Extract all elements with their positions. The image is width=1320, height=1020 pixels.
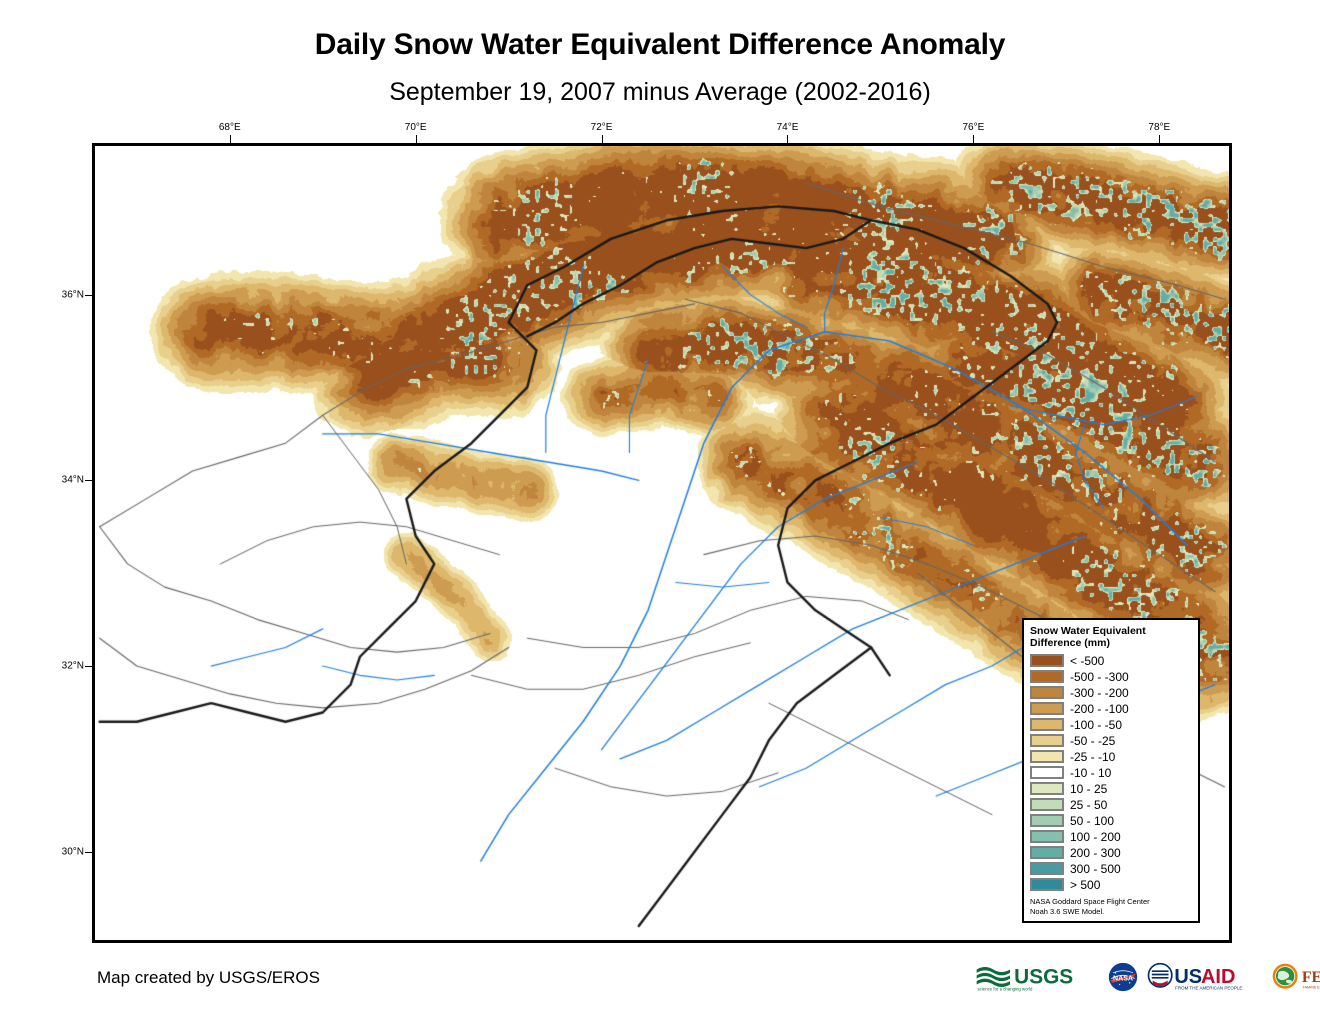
legend-color-swatch — [1030, 702, 1064, 716]
legend-color-swatch — [1030, 670, 1064, 684]
legend-row: 300 - 500 — [1030, 861, 1192, 877]
legend-row: < -500 — [1030, 653, 1192, 669]
latitude-tick-label: 30°N — [61, 846, 84, 858]
legend-color-swatch — [1030, 686, 1064, 700]
legend-row: -50 - -25 — [1030, 733, 1192, 749]
longitude-tick-mark — [229, 135, 231, 144]
longitude-tick-label: 72°E — [590, 122, 613, 133]
longitude-tick-mark — [1159, 135, 1161, 144]
legend-source-note: NASA Goddard Space Flight Center Noah 3.… — [1030, 896, 1150, 916]
legend-label: 200 - 300 — [1070, 845, 1121, 860]
legend-label: -25 - -10 — [1070, 749, 1116, 764]
latitude-tick-label: 36°N — [61, 289, 84, 301]
agency-logo-strip: USGS science for a changing world NASA U… — [975, 960, 1320, 994]
latitude-tick-label: 32°N — [61, 660, 84, 672]
legend-row: 100 - 200 — [1030, 829, 1192, 845]
usaid-logo: US AID FROM THE AMERICAN PEOPLE — [1147, 962, 1242, 990]
longitude-tick-mark — [601, 135, 603, 144]
longitude-tick-label: 76°E — [962, 122, 985, 133]
legend-color-swatch — [1030, 798, 1064, 812]
legend-label: -300 - -200 — [1070, 685, 1129, 700]
latitude-tick-label: 34°N — [61, 474, 84, 486]
svg-text:FAMINE EARLY WARNING SYSTEMS N: FAMINE EARLY WARNING SYSTEMS NETWORK — [1302, 986, 1320, 990]
legend-label: > 500 — [1070, 877, 1101, 892]
legend-row: 25 - 50 — [1030, 797, 1192, 813]
legend-row: -10 - 10 — [1030, 765, 1192, 781]
latitude-tick-mark — [85, 851, 93, 853]
fews-net-logo: FEWS NET FAMINE EARLY WARNING SYSTEMS NE… — [1272, 963, 1320, 990]
longitude-tick-mark — [973, 135, 975, 144]
legend-label: -100 - -50 — [1070, 717, 1123, 732]
latitude-tick-mark — [85, 480, 93, 482]
page-title: Daily Snow Water Equivalent Difference A… — [314, 28, 1006, 61]
legend-label: < -500 — [1070, 653, 1105, 668]
legend-color-swatch — [1030, 734, 1064, 748]
svg-text:FROM THE AMERICAN PEOPLE: FROM THE AMERICAN PEOPLE — [1175, 985, 1242, 990]
svg-text:science for a changing world: science for a changing world — [978, 986, 1033, 991]
page-subtitle: September 19, 2007 minus Average (2002-2… — [389, 78, 931, 106]
legend-row: -300 - -200 — [1030, 685, 1192, 701]
svg-text:US: US — [1174, 966, 1202, 988]
legend-color-swatch — [1030, 718, 1064, 732]
legend-color-swatch — [1030, 750, 1064, 764]
legend-row: -100 - -50 — [1030, 717, 1192, 733]
legend-color-swatch — [1030, 862, 1064, 876]
longitude-tick-label: 78°E — [1148, 122, 1171, 133]
legend-label: 10 - 25 — [1070, 781, 1108, 796]
legend-row: -25 - -10 — [1030, 749, 1192, 765]
legend-panel: Snow Water Equivalent Difference (mm) < … — [1022, 618, 1200, 923]
legend-color-swatch — [1030, 782, 1064, 796]
legend-color-swatch — [1030, 830, 1064, 844]
legend-label: -200 - -100 — [1070, 701, 1129, 716]
legend-row: -500 - -300 — [1030, 669, 1192, 685]
legend-label: 100 - 200 — [1070, 829, 1121, 844]
svg-text:FEWS NET: FEWS NET — [1301, 969, 1320, 986]
svg-text:USGS: USGS — [1014, 966, 1073, 989]
svg-text:AID: AID — [1201, 966, 1235, 988]
longitude-tick-mark — [787, 135, 789, 144]
legend-row: -200 - -100 — [1030, 701, 1192, 717]
legend-class-list: < -500 -500 - -300 -300 - -200 -200 - -100-… — [1030, 653, 1192, 893]
longitude-tick-label: 68°E — [218, 122, 241, 133]
legend-label: -10 - 10 — [1070, 765, 1112, 780]
legend-row: 10 - 25 — [1030, 781, 1192, 797]
legend-label: 50 - 100 — [1070, 813, 1115, 828]
legend-row: 50 - 100 — [1030, 813, 1192, 829]
legend-label: 25 - 50 — [1070, 797, 1108, 812]
legend-color-swatch — [1030, 654, 1064, 668]
legend-row: > 500 — [1030, 877, 1192, 893]
legend-label: 300 - 500 — [1070, 861, 1121, 876]
map-credit: Map created by USGS/EROS — [97, 968, 320, 987]
latitude-tick-mark — [85, 666, 93, 668]
legend-row: 200 - 300 — [1030, 845, 1192, 861]
legend-title: Snow Water Equivalent Difference (mm) — [1030, 625, 1146, 650]
legend-label: -500 - -300 — [1070, 669, 1129, 684]
legend-color-swatch — [1030, 766, 1064, 780]
usgs-logo: USGS science for a changing world — [976, 966, 1073, 991]
map-frame[interactable] — [92, 143, 1232, 943]
longitude-tick-label: 74°E — [776, 122, 799, 133]
svg-text:NASA: NASA — [1113, 974, 1133, 982]
latitude-tick-mark — [85, 294, 93, 296]
legend-label: -50 - -25 — [1070, 733, 1116, 748]
longitude-tick-label: 70°E — [404, 122, 427, 133]
legend-color-swatch — [1030, 878, 1064, 892]
legend-color-swatch — [1030, 846, 1064, 860]
nasa-logo: NASA — [1108, 962, 1138, 992]
legend-color-swatch — [1030, 814, 1064, 828]
longitude-tick-mark — [415, 135, 417, 144]
